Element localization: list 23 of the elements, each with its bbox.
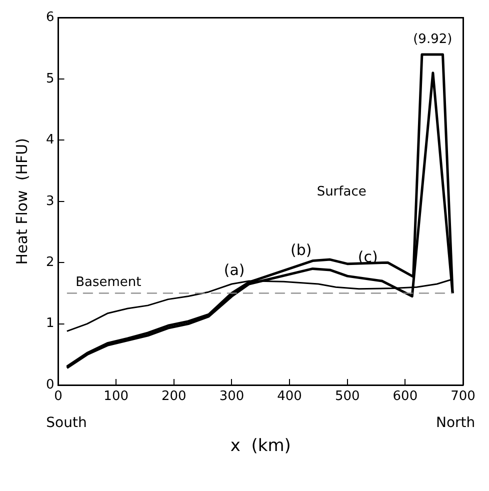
x-tick-label: 500 (334, 389, 360, 404)
y-tick-label: 1 (46, 316, 54, 332)
x-tick-label: 600 (392, 389, 418, 404)
text: North (436, 415, 476, 432)
y-tick-label: 3 (46, 194, 54, 209)
x-tick-label: 100 (104, 389, 129, 404)
ref-line-label: Basement (76, 275, 142, 290)
text: South (46, 415, 87, 432)
annotation: (9.92) (413, 32, 452, 48)
annotation: (a) (224, 261, 245, 280)
y-tick-label: 6 (46, 10, 54, 26)
x-tick-label: 200 (161, 389, 186, 404)
y-tick-label: 4 (46, 132, 54, 148)
y-axis-title: Heat Flow (HFU) (12, 138, 31, 265)
y-tick-label: 2 (46, 254, 54, 270)
y-tick-label: 5 (46, 71, 54, 86)
x-tick-label: 700 (450, 389, 476, 404)
annotation: (b) (290, 240, 312, 259)
annotation: Surface (316, 184, 366, 200)
x-tick-label: 300 (219, 389, 244, 404)
y-tick-label: 0 (46, 377, 54, 392)
x-tick-label: 400 (277, 389, 302, 404)
x-axis-title: x (km) (230, 436, 291, 456)
